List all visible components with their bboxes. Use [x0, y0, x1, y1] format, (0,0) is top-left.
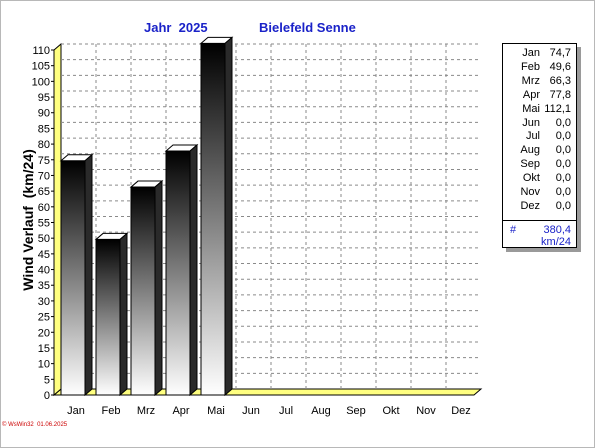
y-tick-label: 110 [32, 45, 50, 57]
y-tick-label: 65 [38, 186, 50, 198]
legend-row: Dez 0,0 [503, 200, 576, 214]
legend-value: 0,0 [555, 199, 571, 212]
y-tick-label: 20 [38, 327, 50, 339]
y-tick-label: 105 [32, 61, 50, 73]
bar-face [130, 186, 156, 396]
y-tick-label: 40 [38, 265, 50, 277]
x-tick-label: Jul [279, 405, 293, 417]
y-tick-label: 50 [38, 233, 50, 245]
y-tick-label: 55 [38, 218, 50, 230]
legend-row: Jul 0,0 [503, 130, 576, 144]
legend-row: Okt 0,0 [503, 172, 576, 186]
y-tick-label: 75 [38, 155, 50, 167]
legend-month: Jul [525, 130, 540, 143]
legend-value: 0,0 [555, 172, 571, 185]
bar [59, 153, 94, 397]
x-tick-label: Apr [172, 405, 189, 417]
legend-row: Aug 0,0 [503, 144, 576, 158]
bar [129, 179, 164, 397]
legend-row: Mrz 66,3 [503, 75, 576, 89]
x-tick-label: Nov [416, 405, 436, 417]
y-tick-label: 80 [38, 139, 50, 151]
bar-face [165, 150, 191, 396]
y-tick-label: 15 [38, 343, 50, 355]
total-unit: km/24 [541, 236, 571, 248]
y-tick-label: 45 [38, 249, 50, 261]
bar [199, 36, 234, 397]
bar-face [60, 160, 86, 396]
bar-side [84, 153, 93, 397]
legend-month: Mai [522, 102, 540, 115]
y-tick-label: 70 [38, 170, 50, 182]
legend-month: Nov [520, 186, 540, 198]
y-tick-label: 60 [38, 202, 50, 214]
y-tick-label: 30 [38, 296, 50, 308]
legend-value: 66,3 [549, 74, 571, 87]
legend-month: Jan [522, 47, 540, 59]
legend-row: Mai 112,1 [503, 103, 576, 117]
legend-month: Sep [520, 158, 540, 171]
y-tick-label: 95 [38, 92, 50, 104]
legend-value: 77,8 [549, 88, 571, 101]
legend-value: 49,6 [549, 60, 571, 73]
footer-credit: © WsWin32 01.06.2025 [2, 422, 68, 428]
legend-month: Feb [521, 60, 540, 73]
total-symbol: # [510, 224, 517, 236]
x-tick-label: Jun [242, 405, 260, 417]
y-tick-label: 85 [38, 123, 50, 135]
legend-value: 0,0 [555, 116, 571, 129]
y-tick-label: 5 [44, 374, 50, 386]
y-tick-label: 100 [32, 76, 50, 88]
bar-face [95, 238, 121, 396]
x-tick-label: Mrz [137, 405, 155, 417]
x-tick-label: Dez [451, 405, 471, 417]
y-tick-label: 35 [38, 280, 50, 292]
y-tick-label: 25 [38, 312, 50, 324]
bar [164, 143, 199, 397]
chart-subtitle: Bielefeld Senne [259, 20, 356, 35]
legend-month: Aug [520, 144, 540, 157]
legend-month: Dez [520, 199, 540, 212]
x-tick-label: Mai [207, 405, 225, 417]
chart-title: Jahr 2025 [144, 20, 208, 35]
bar [94, 232, 129, 397]
legend-month: Okt [522, 172, 540, 185]
y-tick-label: 10 [38, 359, 50, 371]
bar-side [189, 143, 198, 397]
legend-row: Jan 74,7 [503, 47, 576, 61]
legend-month: Mrz [521, 74, 540, 87]
x-tick-label: Feb [102, 405, 121, 417]
total-value: 380,4 [543, 224, 571, 236]
bar-side [154, 179, 163, 397]
x-tick-label: Sep [346, 405, 366, 417]
legend-row: Nov 0,0 [503, 186, 576, 200]
y-tick-label: 90 [38, 108, 50, 120]
x-tick-label: Aug [311, 405, 331, 417]
legend-row: Feb 49,6 [503, 61, 576, 75]
bar-face [200, 42, 226, 396]
bar-side [224, 36, 233, 397]
value-legend: Jan 74,7 Feb 49,6 Mrz 66,3 Apr 77,8 Mai 112,1 Jun 0… [502, 43, 577, 248]
legend-value: 74,7 [549, 47, 571, 59]
legend-value: 0,0 [555, 130, 571, 143]
legend-value: 0,0 [555, 144, 571, 157]
legend-row: Apr 77,8 [503, 89, 576, 103]
x-tick-label: Okt [382, 405, 399, 417]
legend-month: Apr [522, 88, 540, 101]
y-tick-label: 0 [44, 390, 50, 402]
legend-divider [503, 220, 576, 221]
legend-value: 0,0 [555, 186, 571, 198]
legend-value: 0,0 [555, 158, 571, 171]
x-tick-label: Jan [67, 405, 85, 417]
legend-value: 112,1 [544, 102, 571, 115]
legend-row: Jun 0,0 [503, 117, 576, 131]
plot-side-wall [53, 42, 62, 397]
bar-side [119, 232, 128, 397]
legend-month: Jun [522, 116, 540, 129]
legend-row: Sep 0,0 [503, 158, 576, 172]
